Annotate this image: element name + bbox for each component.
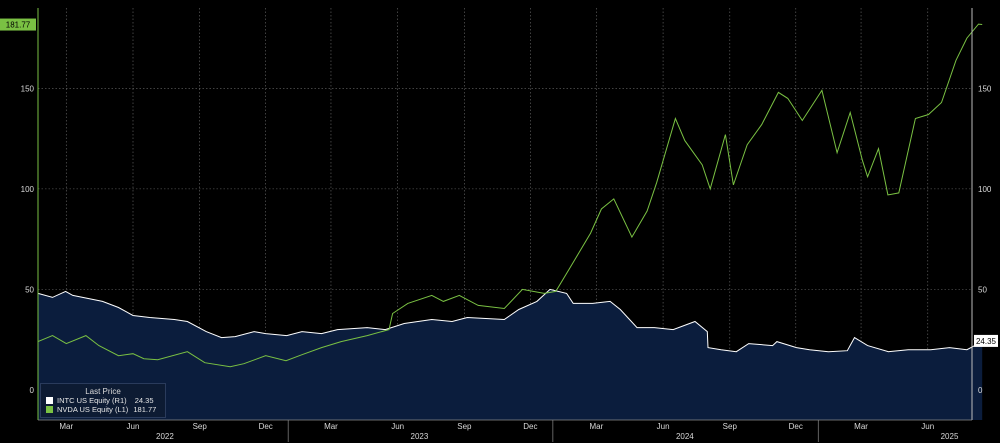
x-year-label: 2024: [676, 432, 694, 441]
legend-swatch-nvda: [46, 406, 53, 413]
x-year-label: 2025: [941, 432, 959, 441]
x-tick-label: Jun: [127, 422, 140, 431]
intc-last-badge: [974, 334, 998, 347]
y-tick-left: 100: [21, 185, 35, 194]
x-tick-label: Mar: [589, 422, 603, 431]
legend-name-nvda: NVDA US Equity: [57, 405, 113, 414]
axes: [37, 8, 973, 442]
x-year-label: 2023: [411, 432, 429, 441]
y-tick-left: 150: [21, 84, 35, 93]
legend-last-nvda: 181.77: [133, 405, 157, 414]
intc-series-area: [38, 289, 983, 420]
legend-axis-intc: (R1): [112, 396, 127, 405]
x-year-label: 2022: [156, 432, 174, 441]
intc-area-layer: [37, 288, 983, 420]
nvda-series-line: [37, 23, 983, 368]
last-value-badges: 181.77 24.35: [0, 18, 998, 347]
x-tick-label: Sep: [457, 422, 472, 431]
y-tick-right: 100: [978, 185, 992, 194]
x-tick-label: Mar: [59, 422, 73, 431]
intc-last-badge-text: 24.35: [976, 337, 997, 346]
y-tick-left: 50: [25, 285, 34, 294]
legend-axis-nvda: (L1): [114, 405, 129, 414]
legend-swatch-intc: [46, 397, 53, 404]
x-tick-label: Jun: [657, 422, 670, 431]
legend-name-intc: INTC US Equity: [57, 396, 110, 405]
x-tick-label: Sep: [723, 422, 738, 431]
legend-title: Last Price: [85, 387, 121, 396]
legend-entry-intc: INTC US Equity (R1) 24.35: [46, 396, 154, 405]
x-tick-label: Mar: [854, 422, 868, 431]
nvda-last-badge: [0, 18, 36, 31]
nvda-line-layer: [37, 23, 983, 368]
legend-last-intc: 24.35: [134, 396, 154, 405]
x-tick-label: Dec: [259, 422, 273, 431]
legend-entry-nvda: NVDA US Equity (L1) 181.77: [46, 405, 156, 414]
x-tick-label: Sep: [193, 422, 208, 431]
legend: Last Price INTC US Equity (R1) 24.35 NVD…: [40, 383, 166, 418]
x-tick-label: Dec: [523, 422, 537, 431]
tick-labels: 0 50 100 150 0 50 100 150 Mar Jun Sep Dec Mar Jun Sep D…: [21, 84, 992, 441]
x-tick-label: Jun: [391, 422, 404, 431]
x-tick-label: Mar: [324, 422, 338, 431]
x-tick-label: Jun: [921, 422, 934, 431]
y-tick-right: 150: [978, 84, 992, 93]
nvda-last-badge-text: 181.77: [6, 21, 31, 30]
y-tick-right: 0: [978, 386, 983, 395]
y-tick-right: 50: [978, 285, 987, 294]
intc-series-line: [37, 288, 983, 353]
x-tick-label: Dec: [789, 422, 803, 431]
y-tick-left: 0: [30, 386, 35, 395]
